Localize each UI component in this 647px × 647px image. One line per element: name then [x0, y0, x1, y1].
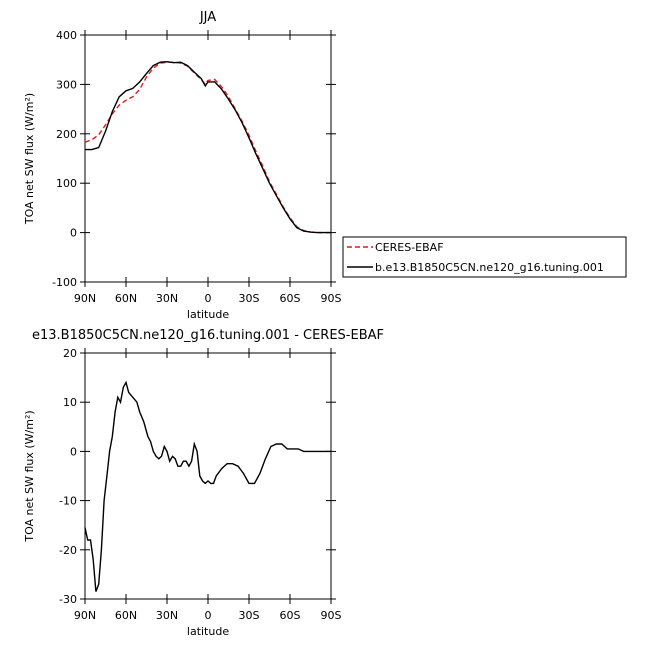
x-axis-label: latitude: [187, 625, 229, 638]
x-tick-label: 30N: [156, 292, 178, 305]
x-tick-label: 0: [205, 609, 212, 622]
y-tick-label: 0: [70, 227, 77, 240]
chart-title: JJA: [199, 10, 216, 25]
plot-frame: [84, 34, 332, 283]
y-tick-label: -10: [59, 495, 77, 508]
legend-box: [342, 236, 627, 278]
y-tick-label: -30: [59, 593, 77, 606]
data-line: [84, 61, 331, 234]
y-axis-label: TOA net SW flux (W/m²): [23, 93, 36, 225]
x-axis-label: latitude: [187, 308, 229, 321]
legend-label: CERES-EBAF: [375, 241, 444, 254]
y-tick-label: 300: [56, 78, 77, 91]
y-tick-label: -20: [59, 544, 77, 557]
y-tick-label: 20: [63, 347, 77, 360]
x-tick-label: 30S: [239, 292, 260, 305]
y-tick-label: -100: [52, 276, 77, 289]
y-tick-label: 400: [56, 29, 77, 42]
x-tick-label: 60N: [115, 609, 137, 622]
legend-label: b.e13.B1850C5CN.ne120_g16.tuning.001: [375, 261, 604, 274]
data-line: [84, 380, 331, 592]
x-tick-label: 60S: [280, 292, 301, 305]
y-tick-label: 200: [56, 128, 77, 141]
plot-frame: [84, 352, 332, 600]
x-tick-label: 90N: [74, 292, 96, 305]
chart-title: e13.B1850C5CN.ne120_g16.tuning.001 - CER…: [32, 328, 384, 343]
x-tick-label: 30S: [239, 609, 260, 622]
x-tick-label: 90N: [74, 609, 96, 622]
y-axis-label: TOA net SW flux (W/m²): [23, 410, 36, 542]
y-tick-label: 0: [70, 445, 77, 458]
x-tick-label: 90S: [321, 292, 342, 305]
data-line: [85, 60, 331, 234]
x-tick-label: 30N: [156, 609, 178, 622]
x-tick-label: 60N: [115, 292, 137, 305]
x-tick-label: 90S: [321, 609, 342, 622]
x-tick-label: 0: [205, 292, 212, 305]
y-tick-label: 100: [56, 177, 77, 190]
y-tick-label: 10: [63, 396, 77, 409]
x-tick-label: 60S: [280, 609, 301, 622]
